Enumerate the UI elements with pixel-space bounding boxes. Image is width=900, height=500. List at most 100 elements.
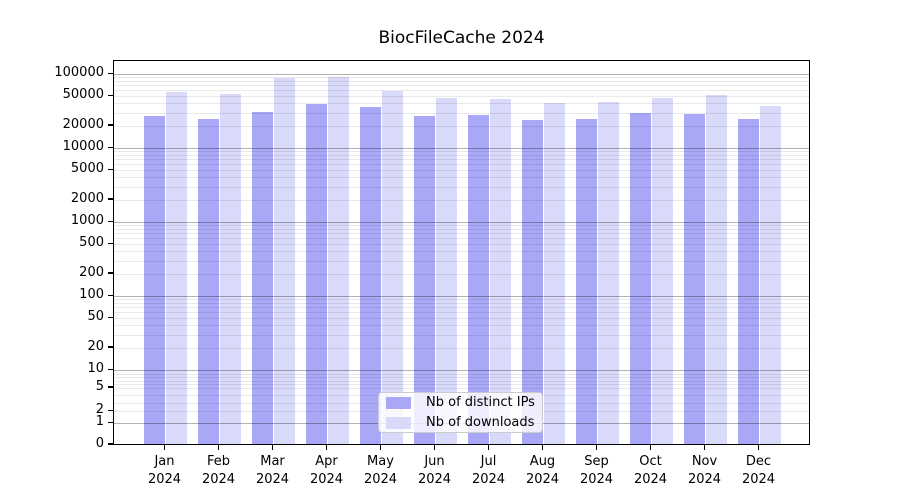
minor-gridline	[114, 325, 809, 327]
y-tick-mark	[108, 242, 113, 245]
minor-gridline	[114, 229, 809, 231]
minor-gridline	[114, 334, 809, 336]
x-tick-mark	[271, 445, 274, 450]
bar-feb-distinct-ips	[197, 118, 220, 444]
y-tick-label: 2000	[70, 190, 104, 206]
bar-jan-distinct-ips	[143, 115, 166, 444]
y-tick-mark	[108, 443, 113, 445]
major-gridline	[114, 370, 809, 371]
x-tick-mark	[703, 445, 706, 450]
bar-feb-downloads	[219, 93, 242, 444]
x-tick-mark	[379, 445, 382, 450]
y-tick-mark	[108, 146, 113, 148]
minor-gridline	[114, 112, 809, 114]
legend-item-downloads: Nb of downloads	[386, 415, 534, 430]
minor-gridline	[114, 303, 809, 305]
grid-layer	[114, 61, 809, 444]
y-tick-mark	[108, 198, 113, 200]
minor-gridline	[114, 186, 809, 188]
y-tick-label: 2	[95, 402, 104, 417]
y-tick-label: 50000	[62, 87, 104, 103]
x-tick-label-sep: Sep 2024	[579, 454, 614, 487]
y-tick-label: 100000	[54, 65, 104, 80]
minor-gridline	[114, 85, 809, 87]
x-tick-mark	[433, 445, 436, 450]
x-tick-label-jul: Jul 2024	[471, 454, 506, 487]
minor-gridline	[114, 77, 809, 79]
bar-oct-distinct-ips	[629, 112, 652, 444]
legend: Nb of distinct IPs Nb of downloads	[378, 392, 543, 433]
minor-gridline	[114, 238, 809, 240]
legend-swatch-distinct-ips	[386, 396, 411, 409]
minor-gridline	[114, 170, 809, 172]
x-tick-label-dec: Dec 2024	[741, 454, 776, 487]
y-tick-mark	[108, 72, 113, 74]
bar-jul-distinct-ips	[467, 114, 490, 444]
major-gridline	[114, 148, 809, 149]
minor-gridline	[114, 307, 809, 309]
y-tick-label: 200	[79, 264, 104, 280]
bar-dec-distinct-ips	[737, 119, 760, 444]
bar-mar-distinct-ips	[251, 111, 274, 444]
minor-gridline	[114, 151, 809, 153]
y-tick-mark	[108, 346, 113, 348]
bar-sep-downloads	[597, 102, 620, 444]
minor-gridline	[114, 125, 809, 127]
chart-title: BiocFileCache 2024	[378, 28, 545, 48]
y-tick-label: 10	[87, 361, 104, 376]
minor-gridline	[114, 384, 809, 386]
y-tick-label: 20	[87, 338, 104, 354]
y-tick-mark	[108, 421, 113, 424]
bar-apr-downloads	[327, 76, 350, 444]
y-tick-mark	[108, 272, 113, 274]
x-tick-label-apr: Apr 2024	[309, 454, 344, 487]
x-tick-label-aug: Aug 2024	[525, 454, 560, 487]
bar-jun-distinct-ips	[413, 115, 436, 444]
y-tick-mark	[108, 294, 113, 296]
y-tick-label: 1	[95, 414, 104, 430]
bar-apr-distinct-ips	[305, 104, 328, 444]
x-tick-mark	[487, 445, 490, 450]
x-tick-label-may: May 2024	[363, 454, 398, 487]
y-tick-label: 50	[87, 309, 104, 325]
y-tick-mark	[108, 124, 113, 126]
y-tick-label: 10000	[62, 139, 104, 154]
bar-aug-downloads	[543, 103, 566, 444]
bar-nov-downloads	[705, 95, 728, 444]
minor-gridline	[114, 244, 809, 246]
y-tick-mark	[108, 220, 113, 222]
x-tick-mark	[541, 445, 544, 450]
bar-sep-distinct-ips	[575, 118, 598, 444]
bar-dec-downloads	[759, 105, 782, 444]
minor-gridline	[114, 81, 809, 83]
minor-gridline	[114, 90, 809, 92]
legend-label-downloads: Nb of downloads	[426, 415, 535, 430]
minor-gridline	[114, 199, 809, 201]
minor-gridline	[114, 377, 809, 379]
legend-swatch-downloads	[386, 416, 411, 429]
bar-nov-distinct-ips	[683, 114, 706, 444]
x-tick-mark	[325, 445, 328, 450]
bars-layer	[114, 61, 809, 444]
y-tick-label: 5	[95, 378, 104, 394]
minor-gridline	[114, 225, 809, 227]
bar-aug-distinct-ips	[521, 119, 544, 444]
y-tick-label: 100	[79, 287, 104, 302]
x-tick-mark	[163, 445, 166, 450]
minor-gridline	[114, 347, 809, 349]
major-gridline	[114, 222, 809, 223]
minor-gridline	[114, 312, 809, 314]
x-tick-mark	[757, 445, 760, 450]
y-tick-label: 0	[95, 435, 104, 451]
x-tick-mark	[217, 445, 220, 450]
x-tick-label-feb: Feb 2024	[201, 454, 236, 487]
x-tick-mark	[649, 445, 652, 450]
minor-gridline	[114, 96, 809, 98]
minor-gridline	[114, 233, 809, 235]
minor-gridline	[114, 164, 809, 166]
minor-gridline	[114, 380, 809, 382]
legend-label-distinct-ips: Nb of distinct IPs	[426, 395, 535, 410]
y-tick-mark	[108, 94, 113, 97]
minor-gridline	[114, 260, 809, 262]
